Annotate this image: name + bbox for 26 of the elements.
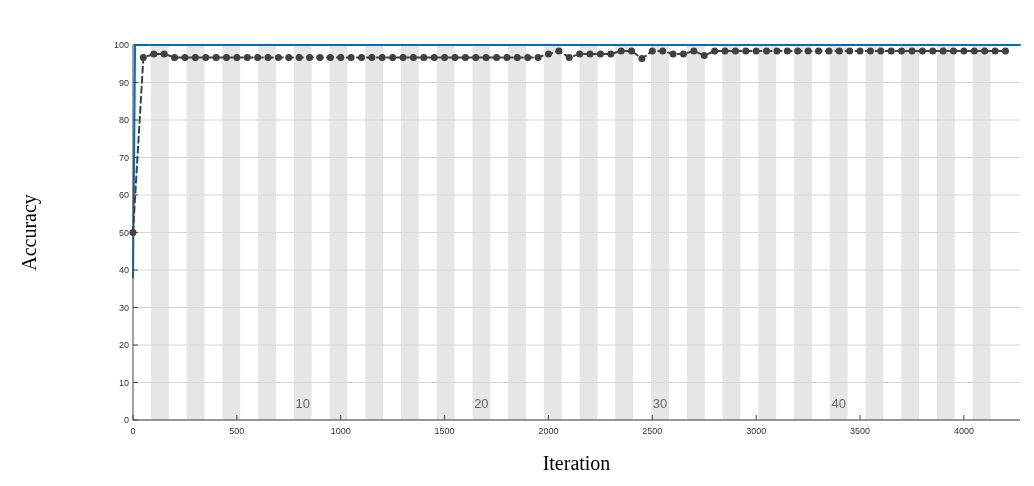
y-tick-label: 80 [118, 115, 129, 125]
y-axis-title: Accuracy [18, 194, 41, 271]
x-tick-label: 3500 [850, 426, 871, 436]
x-tick-label: 3000 [746, 426, 767, 436]
x-tick-label: 2500 [642, 426, 663, 436]
x-axis-title: Iteration [542, 452, 611, 474]
y-tick-label: 100 [113, 40, 129, 50]
band-label: 20 [474, 396, 489, 411]
band-label: 30 [652, 396, 668, 411]
x-tick-label: 500 [229, 426, 245, 436]
y-tick-label: 90 [118, 77, 129, 88]
x-tick-label: 0 [130, 426, 136, 436]
y-tick-label: 0 [123, 415, 129, 425]
x-tick-label: 2000 [538, 426, 559, 436]
y-tick-label: 50 [118, 227, 129, 238]
band-label: 10 [295, 396, 310, 411]
x-tick-label: 1500 [434, 426, 455, 436]
y-tick-label: 10 [118, 377, 129, 388]
y-tick-label: 70 [118, 152, 129, 163]
x-tick-label: 4000 [953, 426, 974, 436]
y-tick-label: 20 [118, 340, 129, 350]
x-tick-label: 1000 [330, 426, 351, 436]
band-label: 40 [831, 396, 846, 411]
y-tick-label: 30 [118, 302, 129, 313]
y-tick-label: 40 [118, 265, 129, 275]
y-tick-label: 60 [118, 190, 129, 200]
